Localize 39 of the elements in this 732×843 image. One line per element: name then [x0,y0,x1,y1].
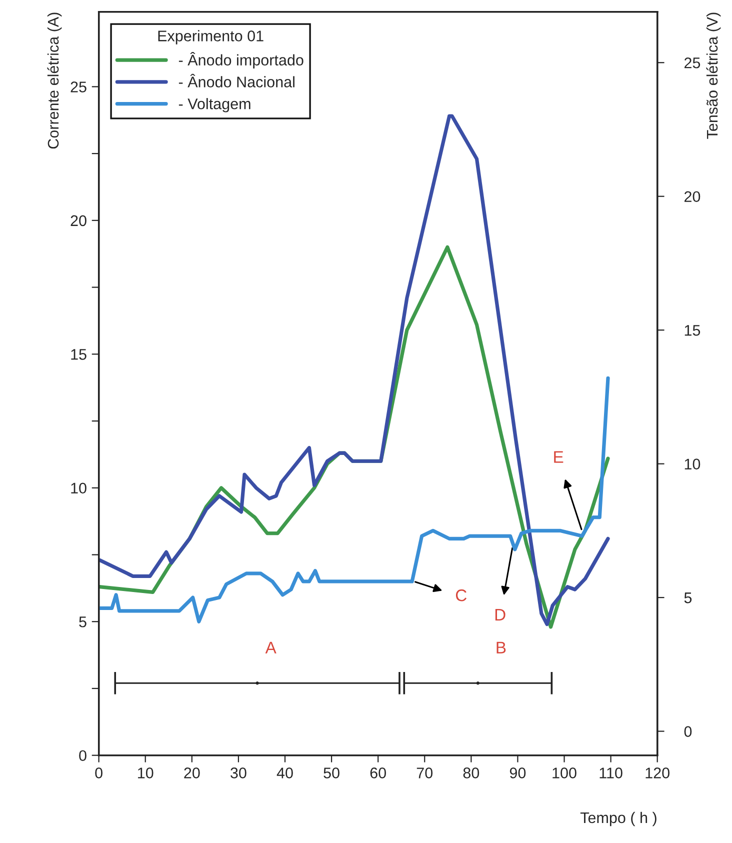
x-tick-label: 50 [324,768,340,778]
annotation: B [496,642,506,654]
x-tick-label: 0 [95,768,102,778]
y2-axis-title: Tensão elétrica (V) [706,12,721,139]
x-tick-label: 90 [510,768,526,778]
x-tick-label: 20 [184,768,200,778]
annotation: D [495,609,506,620]
x-tick-label: 70 [416,768,433,778]
y-tick-label: 15 [71,349,86,360]
y2-tick-label: 5 [684,592,692,604]
line-series [98,114,610,626]
x-tick-label: 40 [276,768,293,778]
legend-label: - Voltagem [178,98,250,112]
x-tick-label: 60 [370,768,386,778]
x-axis-title: Tempo ( h ) [580,812,656,826]
y-tick-label: 10 [71,482,86,494]
x-tick-label: 10 [138,768,154,778]
y-axis-title: Corrente elétrica (A) [47,12,62,149]
y2-tick-label: 0 [684,726,692,737]
line-series [98,376,610,624]
annotation: A [265,642,276,654]
y2-tick-label: 20 [684,191,700,202]
y-tick-label: 25 [70,82,86,92]
legend-title: Experimento 01 [158,30,264,44]
y2-tick-label: 10 [684,458,700,470]
x-tick-label: 80 [463,768,480,778]
y-tick-label: 20 [70,215,86,226]
x-tick-label: 110 [600,768,622,778]
annotation: C [456,589,467,602]
y-tick-label: 0 [79,750,86,762]
annotation: E [554,451,564,463]
x-tick-label: 100 [552,768,576,778]
legend-label: - Ânodo importado [178,52,304,69]
y2-tick-label: 15 [684,325,700,336]
legend-label: - Ânodo Nacional [178,74,294,88]
x-tick-label: 30 [230,768,246,778]
x-tick-label: 120 [646,768,670,778]
y-tick-label: 5 [79,616,86,628]
y2-tick-label: 25 [684,57,700,68]
